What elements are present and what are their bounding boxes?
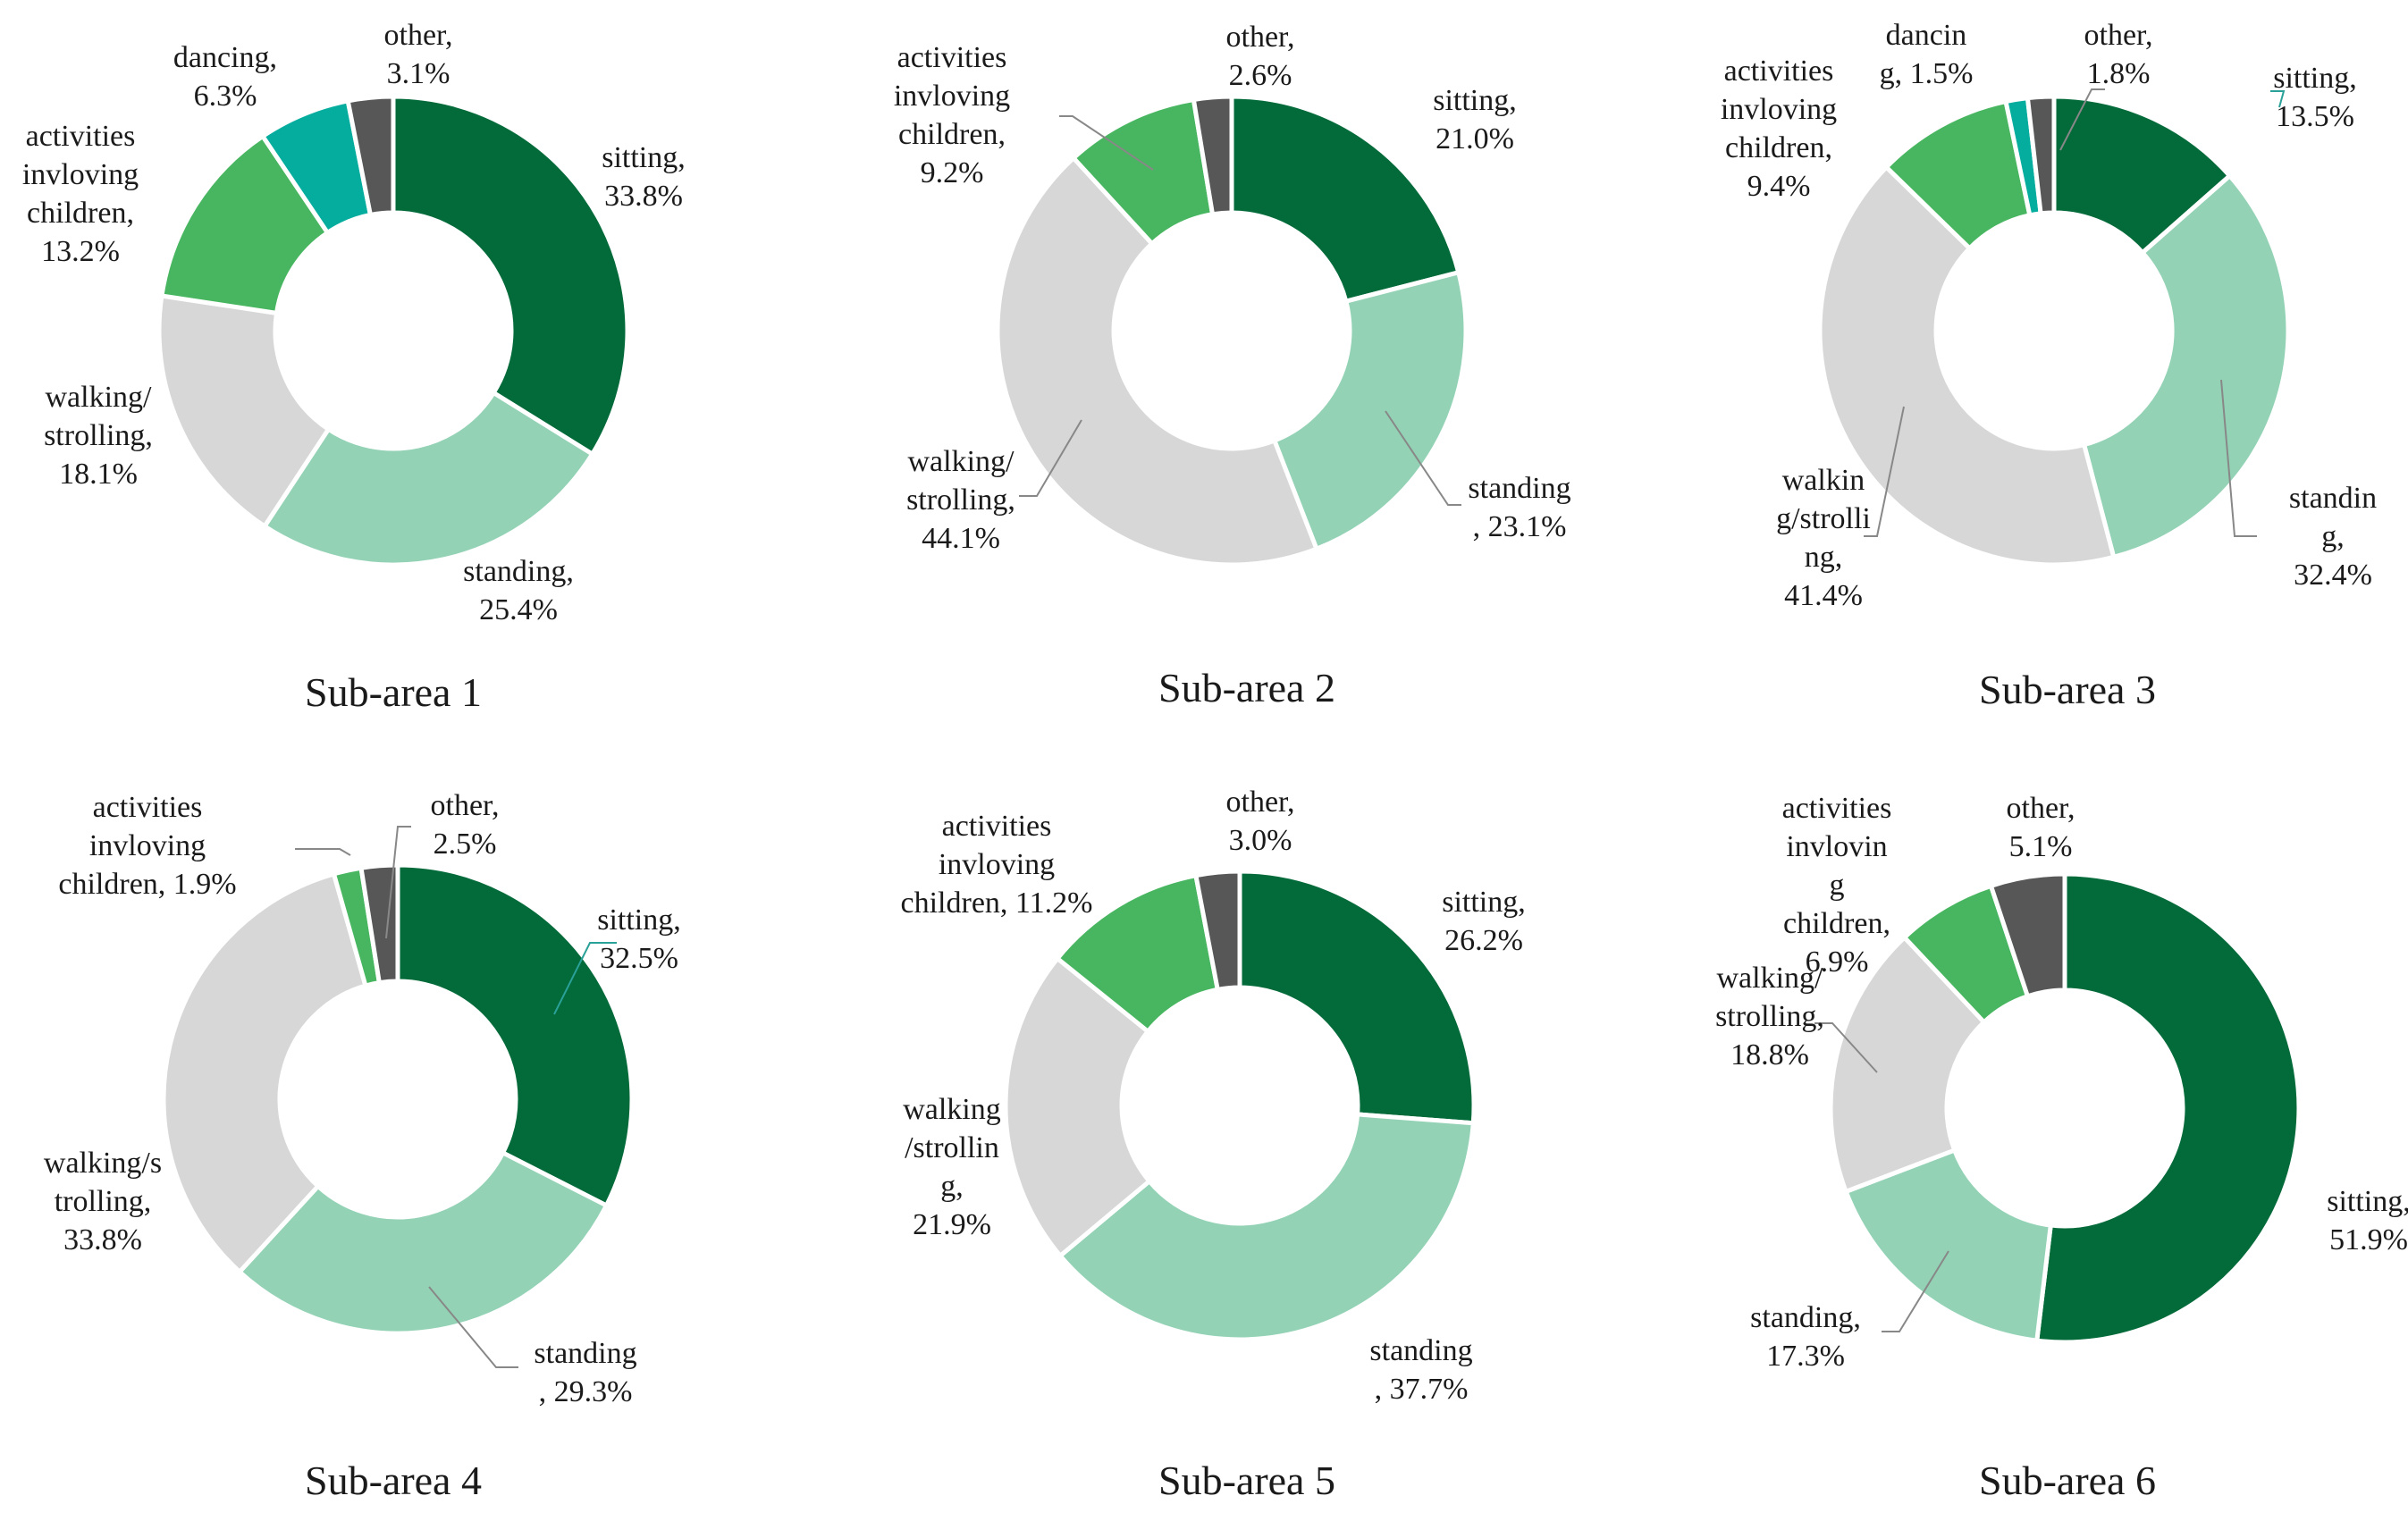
data-label-sitting: sitting, 33.8%: [602, 141, 686, 213]
slice-other: [1191, 94, 1234, 217]
data-label-walking: walking/strollin g, 21.9%: [903, 1093, 1001, 1241]
data-label-other: other, 1.8%: [2084, 19, 2153, 90]
data-label-children: activities invloving children, 9.2%: [894, 41, 1010, 189]
data-label-standing: standing, 23.1%: [1468, 472, 1570, 543]
data-label-standing: standing, 25.4%: [463, 555, 574, 626]
donut-chart-6: sitting, 51.9% standing, 17.3% walking/strol…: [1715, 792, 2408, 1503]
chart-title: Sub-area 1: [305, 669, 482, 715]
leader-line-standing: [2220, 379, 2257, 537]
leader-line-children: [1059, 115, 1154, 171]
donut-chart-2: sitting, 21.0% standing, 23.1% walking/stro…: [894, 21, 1571, 710]
data-label-children: activities invloving children, 11.2%: [901, 810, 1093, 920]
slice-other: [358, 862, 400, 986]
donut-chart-5: sitting, 26.2% standing, 37.7% walking/stro…: [901, 786, 1526, 1503]
slice-walking: [156, 293, 331, 529]
data-label-dancing: dancin g, 1.5%: [1880, 19, 1974, 90]
data-label-walking: walking/strolling, 18.8%: [1715, 962, 1824, 1071]
data-label-sitting: sitting, 51.9%: [2327, 1185, 2408, 1256]
slice-other: [345, 94, 396, 217]
leader-line-walking: [1864, 406, 1905, 537]
data-label-other: other, 5.1%: [2007, 792, 2075, 863]
donut-chart-4: sitting, 32.5% standing, 29.3% walking/s tro…: [44, 789, 681, 1503]
leader-line-other: [385, 826, 411, 939]
data-label-sitting: sitting, 13.5%: [2273, 62, 2357, 133]
data-label-children: activities invloving children, 13.2%: [22, 120, 139, 268]
slice-standing: [262, 391, 595, 567]
slice-other: [1193, 869, 1242, 992]
chart-title: Sub-area 4: [305, 1458, 482, 1503]
slice-standing: [237, 1150, 609, 1336]
data-label-other: other, 3.0%: [1226, 786, 1295, 857]
data-label-other: other, 2.5%: [431, 789, 500, 861]
slice-other: [2025, 94, 2057, 216]
slice-sitting: [395, 862, 635, 1208]
data-label-walking: walking/strolling, 18.1%: [44, 381, 153, 491]
data-label-children: activities invloving children, 1.9%: [58, 791, 236, 901]
slice-sitting: [391, 94, 630, 457]
chart-title: Sub-area 2: [1158, 665, 1335, 710]
slice-walking: [1003, 956, 1152, 1258]
chart-title: Sub-area 6: [1979, 1458, 2156, 1503]
leader-line-other: [2059, 88, 2105, 151]
slice-standing: [1843, 1147, 2053, 1343]
chart-title: Sub-area 3: [1979, 667, 2156, 712]
data-label-standing: standing, 37.7%: [1369, 1334, 1472, 1406]
data-label-walking: walking/strolling, 44.1%: [906, 445, 1015, 555]
slice-walking: [161, 871, 368, 1274]
data-label-children: activities invlovin g children, 6.9%: [1782, 792, 1892, 979]
data-label-sitting: sitting, 26.2%: [1442, 886, 1526, 957]
slice-standing: [1057, 1112, 1476, 1342]
data-label-children: activities invloving children, 9.4%: [1721, 55, 1837, 203]
slice-standing: [2082, 173, 2291, 559]
slice-sitting: [1237, 869, 1477, 1126]
data-label-standing: standing, 17.3%: [1750, 1301, 1861, 1373]
slice-walking: [1828, 935, 1987, 1194]
data-label-sitting: sitting, 21.0%: [1433, 84, 1517, 155]
leader-line-standing: [428, 1286, 518, 1368]
leader-line-walking: [1019, 419, 1082, 497]
data-label-standing: standing, 29.3%: [534, 1337, 636, 1408]
slice-walking: [1817, 164, 2117, 567]
leader-line-sitting: [553, 942, 617, 1015]
data-label-other: other, 3.1%: [384, 19, 453, 90]
leader-line-children: [295, 848, 351, 856]
leader-line-sitting: [2270, 90, 2286, 108]
donut-chart-3: sitting, 13.5% standin g, 32.4% walkin g/strol…: [1721, 19, 2377, 712]
data-label-dancing: dancing, 6.3%: [173, 41, 277, 113]
slice-children: [159, 133, 330, 315]
slice-walking: [995, 155, 1319, 567]
leader-line-walking: [1814, 1022, 1878, 1073]
data-label-walking: walkin g/strolli ng, 41.4%: [1776, 464, 1871, 612]
donut-chart-1: sitting, 33.8% standing, 25.4% walking/strol…: [22, 19, 686, 715]
chart-title: Sub-area 5: [1158, 1458, 1335, 1503]
slice-sitting: [2034, 871, 2302, 1345]
leader-line-standing: [1385, 410, 1461, 506]
data-label-sitting: sitting, 32.5%: [597, 903, 681, 975]
leader-line-standing: [1882, 1250, 1949, 1332]
data-label-standing: standin g, 32.4%: [2289, 482, 2377, 592]
data-label-walking: walking/s trolling, 33.8%: [44, 1147, 162, 1256]
data-label-other: other, 2.6%: [1226, 21, 1295, 92]
slice-standing: [1272, 270, 1469, 551]
slice-sitting: [1229, 94, 1461, 304]
slice-other: [1988, 871, 2067, 999]
